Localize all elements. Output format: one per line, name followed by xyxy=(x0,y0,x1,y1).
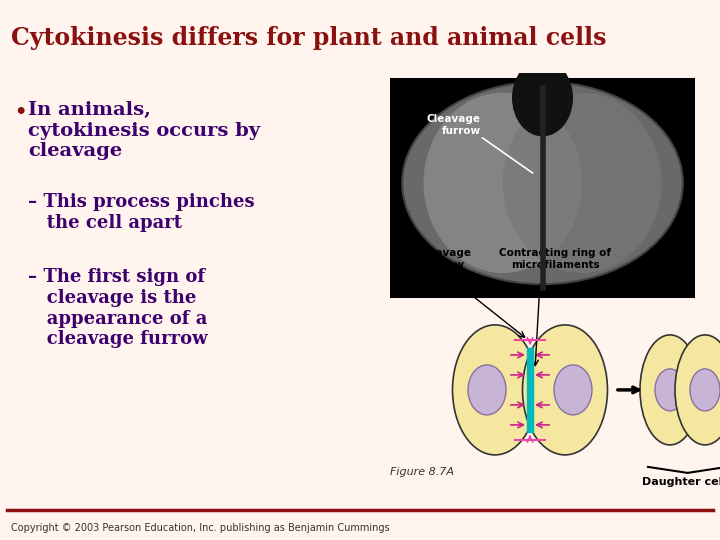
Text: – This process pinches
   the cell apart: – This process pinches the cell apart xyxy=(28,193,255,232)
Ellipse shape xyxy=(503,93,662,273)
Ellipse shape xyxy=(468,365,506,415)
Text: Copyright © 2003 Pearson Education, Inc. publishing as Benjamin Cummings: Copyright © 2003 Pearson Education, Inc.… xyxy=(11,523,390,533)
Text: Cytokinesis differs for plant and animal cells: Cytokinesis differs for plant and animal… xyxy=(11,26,606,50)
Ellipse shape xyxy=(655,369,685,411)
Ellipse shape xyxy=(690,369,720,411)
Ellipse shape xyxy=(554,365,592,415)
Ellipse shape xyxy=(675,335,720,445)
Text: In animals,
cytokinesis occurs by
cleavage: In animals, cytokinesis occurs by cleava… xyxy=(28,101,260,160)
FancyBboxPatch shape xyxy=(390,78,695,298)
Text: Cleavage
furrow: Cleavage furrow xyxy=(426,114,480,136)
Ellipse shape xyxy=(512,59,573,137)
Ellipse shape xyxy=(640,335,700,445)
Text: Figure 8.7A: Figure 8.7A xyxy=(390,467,454,477)
Text: Cleavage
furrow: Cleavage furrow xyxy=(418,248,472,270)
Text: Contracting ring of
microfilaments: Contracting ring of microfilaments xyxy=(499,248,611,270)
Text: – The first sign of
   cleavage is the
   appearance of a
   cleavage furrow: – The first sign of cleavage is the appe… xyxy=(28,268,207,348)
Ellipse shape xyxy=(452,325,538,455)
Text: •: • xyxy=(14,103,27,122)
Ellipse shape xyxy=(523,325,608,455)
Ellipse shape xyxy=(423,93,582,273)
Ellipse shape xyxy=(402,82,683,284)
Text: Daughter cells: Daughter cells xyxy=(642,477,720,487)
